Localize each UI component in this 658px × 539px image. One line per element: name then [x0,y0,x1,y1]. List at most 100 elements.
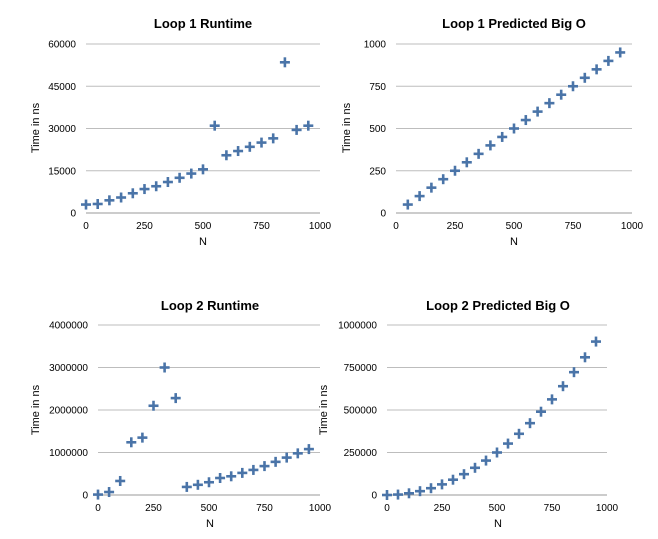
data-point [256,137,267,148]
data-point [127,188,138,199]
chart-title: Loop 1 Runtime [154,16,252,31]
chart-panel-loop2-big-o: Loop 2 Predicted Big O Time in ns N 0 250… [318,298,619,530]
data-point [151,181,162,192]
data-point [448,474,458,485]
data-point [568,81,578,92]
y-tick-label: 0 [70,209,76,220]
data-point [137,432,148,443]
data-point [126,437,137,448]
y-tick-label: 0 [82,491,88,502]
data-point [525,418,535,429]
y-axis-label: Time in ns [318,384,330,435]
data-point [459,469,469,480]
data-point [270,456,281,467]
data-point [558,381,568,392]
data-point [382,490,392,500]
x-tick-label: 1000 [596,503,619,514]
data-point [438,174,449,185]
y-tick-label: 1000000 [338,321,377,332]
y-tick-label: 30000 [48,124,76,135]
data-point [116,192,127,203]
data-point [503,438,513,449]
chart-panel-loop2-runtime: Loop 2 Runtime Time in ns N 0 250 500 750 10… [30,298,332,530]
data-point [192,479,203,490]
data-point [104,195,115,206]
y-tick-label: 0 [371,491,377,502]
x-axis-label: N [206,518,214,530]
data-point [186,168,197,179]
x-tick-label: 1000 [621,221,644,232]
data-point [591,336,601,347]
y-tick-label: 1000000 [49,448,88,459]
data-point [215,473,226,483]
y-tick-label: 2000000 [49,406,88,417]
chart-panel-loop1-runtime: Loop 1 Runtime Time in ns N 0 250 500 750 10… [30,16,332,248]
y-axis-label: Time in ns [341,102,353,153]
data-point [492,447,502,458]
x-tick-label: 250 [136,221,153,232]
x-tick-label: 0 [393,221,399,232]
data-point [497,131,508,142]
data-point [292,448,303,459]
data-point [115,475,126,486]
x-axis-label: N [494,518,502,530]
data-point [404,488,414,499]
data-point [402,199,413,210]
data-point [426,483,436,494]
x-axis-label: N [199,236,207,248]
data-point [415,486,425,497]
data-point [591,64,602,75]
y-tick-label: 250000 [344,448,378,459]
data-point [204,477,214,488]
x-tick-label: 500 [195,221,212,232]
data-point [174,172,185,183]
data-point [162,177,173,188]
data-point [426,182,437,193]
data-point [580,352,590,363]
chart-title: Loop 2 Runtime [161,298,259,313]
y-tick-label: 1000 [364,40,387,51]
x-tick-label: 250 [434,503,451,514]
data-point [291,124,302,135]
data-point [509,123,519,134]
x-tick-label: 0 [384,503,390,514]
x-tick-label: 0 [83,221,89,232]
data-point [414,191,425,202]
data-point [148,400,159,411]
data-point [209,120,220,131]
data-point [514,428,524,439]
data-point [92,198,103,209]
data-point [544,98,555,109]
data-point [139,184,150,195]
y-tick-label: 45000 [48,82,76,93]
data-point [461,157,472,168]
data-point [233,146,244,157]
y-axis-label: Time in ns [30,102,42,153]
data-point [569,367,579,378]
data-point [259,461,270,472]
data-point [181,481,192,492]
data-point [520,115,531,126]
data-point [470,462,480,473]
data-point [603,55,614,66]
x-tick-label: 750 [565,221,582,232]
data-point [221,150,232,161]
data-point [281,452,292,463]
data-point [237,467,248,478]
data-point [226,471,237,482]
data-point [303,120,314,131]
x-tick-label: 250 [145,503,162,514]
x-tick-label: 750 [256,503,273,514]
chart-title: Loop 2 Predicted Big O [426,298,570,313]
x-tick-label: 750 [253,221,270,232]
data-point [615,47,626,58]
data-point [268,133,279,144]
data-point [532,106,543,117]
data-point [536,406,546,417]
data-point [104,487,115,498]
data-point [170,393,181,404]
data-point [481,455,491,466]
chart-title: Loop 1 Predicted Big O [442,16,586,31]
y-tick-label: 0 [380,209,386,220]
x-axis-label: N [510,236,518,248]
